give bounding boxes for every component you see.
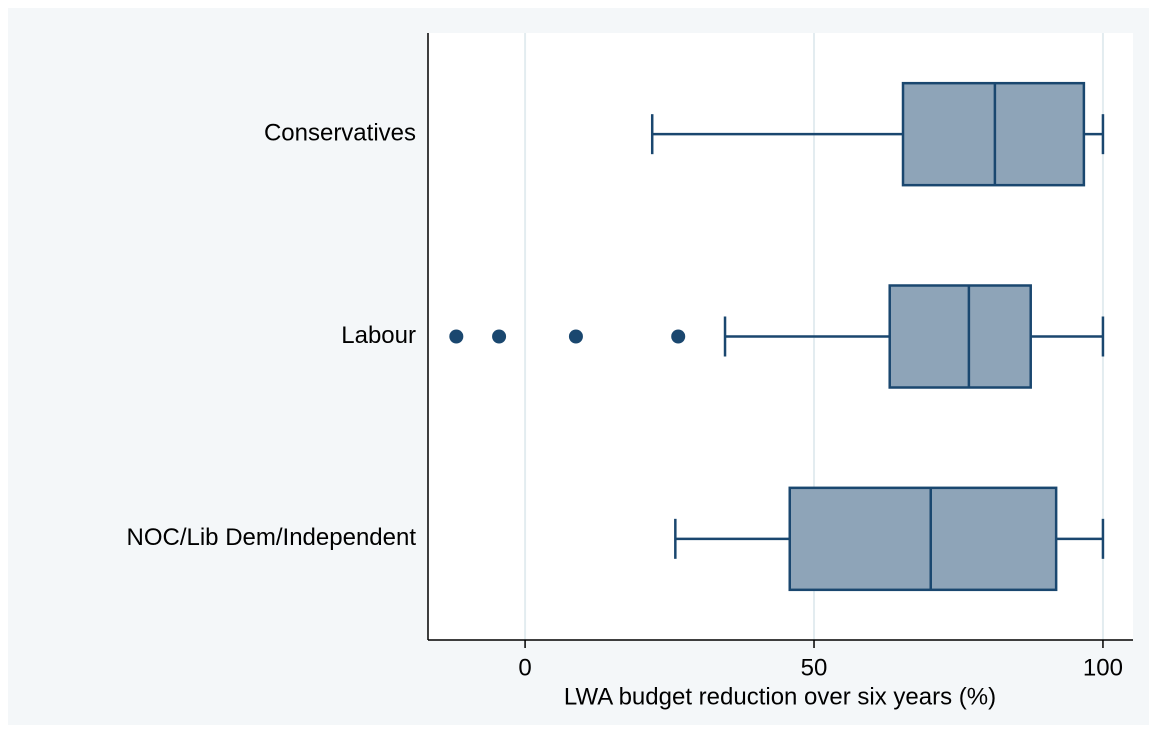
outlier bbox=[568, 329, 583, 344]
y-tick-label: Labour bbox=[341, 322, 416, 349]
y-tick-label: NOC/Lib Dem/Independent bbox=[127, 524, 417, 551]
outlier bbox=[492, 329, 507, 344]
y-tick-label: Conservatives bbox=[264, 120, 416, 147]
x-axis-label: LWA budget reduction over six years (%) bbox=[564, 683, 996, 710]
box bbox=[888, 284, 1032, 389]
x-tick-label: 100 bbox=[1083, 654, 1123, 681]
outlier bbox=[671, 329, 686, 344]
outlier bbox=[449, 329, 464, 344]
box bbox=[901, 81, 1086, 187]
x-tick-label: 0 bbox=[518, 654, 531, 681]
x-tick-label: 50 bbox=[801, 654, 828, 681]
box bbox=[788, 486, 1058, 592]
